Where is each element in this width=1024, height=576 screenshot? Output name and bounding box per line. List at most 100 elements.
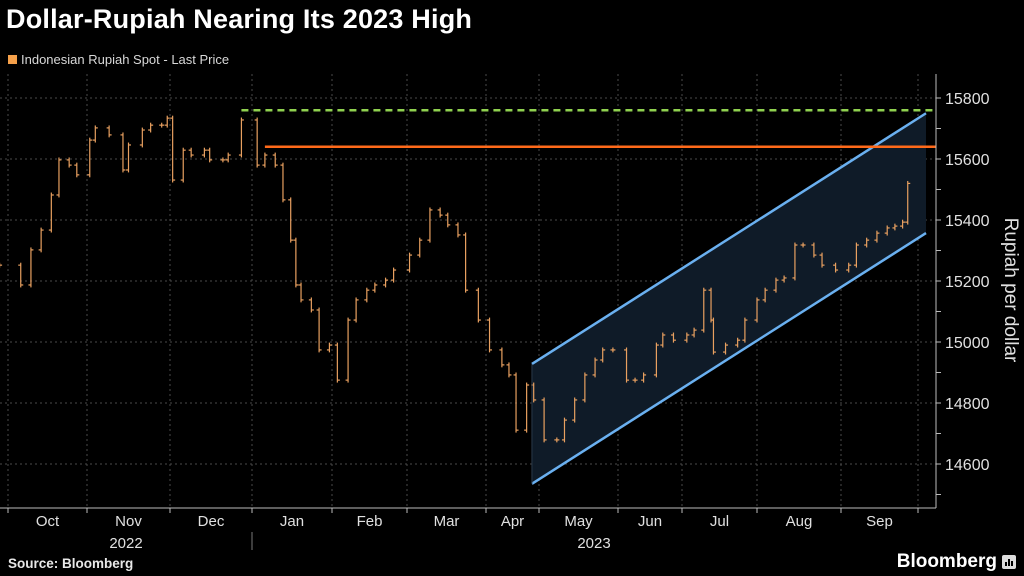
price-bar — [92, 125, 98, 143]
y-tick-label: 15800 — [945, 91, 990, 108]
price-bar — [298, 282, 304, 303]
price-bar — [188, 147, 194, 158]
price-bar — [201, 147, 207, 158]
year-label: 2022 — [109, 535, 142, 552]
price-bar — [207, 147, 213, 163]
channel-fill — [531, 113, 926, 484]
price-bar — [735, 337, 741, 348]
x-tick-label: Mar — [434, 513, 460, 530]
price-bar — [710, 317, 716, 355]
price-bar — [846, 262, 852, 273]
legend: Indonesian Rupiah Spot - Last Price — [8, 52, 229, 67]
x-tick-label: May — [564, 513, 593, 530]
price-bar — [220, 157, 226, 163]
price-bar — [38, 227, 44, 253]
legend-swatch — [8, 55, 17, 64]
price-bar — [554, 437, 560, 443]
price-bar — [624, 347, 630, 383]
price-bar — [326, 342, 332, 353]
price-bar — [18, 262, 24, 288]
price-bar — [600, 347, 606, 363]
price-bar — [506, 362, 512, 378]
price-bar — [0, 262, 3, 268]
price-bar — [170, 115, 176, 183]
price-bar — [463, 232, 469, 293]
y-axis-label: Rupiah per dollar — [1000, 218, 1021, 363]
price-bar — [417, 237, 423, 258]
price-bar — [407, 252, 413, 273]
price-bar — [874, 230, 880, 243]
year-label: 2023 — [577, 535, 610, 552]
price-bar — [487, 317, 493, 353]
price-bar — [391, 267, 397, 283]
price-bar — [905, 180, 911, 225]
price-bar — [513, 372, 519, 433]
price-bar — [499, 347, 505, 368]
chart-title: Dollar-Rupiah Nearing Its 2023 High — [6, 4, 473, 34]
y-tick-label: 15000 — [945, 335, 990, 352]
x-tick-label: Nov — [115, 513, 142, 530]
price-bar — [87, 137, 93, 178]
price-bar — [800, 242, 806, 248]
x-tick-label: Oct — [36, 513, 60, 530]
x-tick-label: Dec — [198, 513, 225, 530]
price-bar — [120, 132, 126, 173]
price-bar — [792, 242, 798, 281]
price-bar — [288, 197, 294, 243]
price-bar — [372, 282, 378, 293]
price-bar — [383, 277, 389, 288]
price-bar — [345, 317, 351, 383]
price-bar — [781, 275, 787, 283]
price-bar — [48, 192, 54, 233]
y-tick-label: 15200 — [945, 274, 990, 291]
price-bar — [66, 157, 72, 168]
x-tick-label: Feb — [357, 513, 383, 530]
price-bar — [572, 397, 578, 423]
price-bar — [293, 237, 299, 288]
price-bar — [632, 377, 638, 383]
price-bar — [541, 397, 547, 443]
y-tick-label: 14600 — [945, 457, 990, 474]
price-bar — [280, 162, 286, 203]
price-bar — [742, 317, 748, 343]
price-bar — [819, 252, 825, 268]
price-bar — [445, 212, 451, 228]
price-bar — [773, 277, 779, 293]
y-tick-label: 15400 — [945, 213, 990, 230]
price-bar — [455, 222, 461, 238]
chart-logo-icon — [1002, 555, 1016, 569]
price-bar — [254, 117, 260, 168]
price-bar — [811, 242, 817, 258]
channel-lower-line — [531, 232, 927, 485]
price-bar — [892, 223, 898, 231]
price-bar — [272, 152, 278, 168]
x-tick-label: Jun — [638, 513, 662, 530]
price-bar — [56, 157, 62, 198]
bloomberg-logo: Bloomberg — [897, 551, 1016, 573]
price-bar — [684, 332, 690, 343]
price-bar — [723, 342, 729, 355]
price-bar — [364, 287, 370, 303]
price-bar — [427, 207, 433, 243]
x-tick-label: Apr — [501, 513, 524, 530]
price-bar — [701, 287, 707, 333]
price-bar — [262, 152, 268, 168]
price-bar — [148, 122, 154, 133]
price-bar — [610, 347, 616, 353]
price-bar — [884, 225, 890, 236]
price-bar — [164, 115, 170, 128]
x-tick-label: Aug — [786, 513, 813, 530]
price-bar — [159, 122, 165, 128]
price-bar — [238, 117, 244, 158]
price-bar — [653, 342, 659, 378]
legend-label: Indonesian Rupiah Spot - Last Price — [21, 52, 230, 67]
x-tick-label: Sep — [866, 513, 893, 530]
price-bar — [754, 297, 760, 323]
price-bar — [225, 152, 231, 163]
price-bar — [106, 125, 112, 138]
price-bar — [900, 219, 906, 229]
price-bar — [74, 162, 80, 178]
price-bar — [833, 262, 839, 273]
price-bar — [524, 382, 530, 433]
